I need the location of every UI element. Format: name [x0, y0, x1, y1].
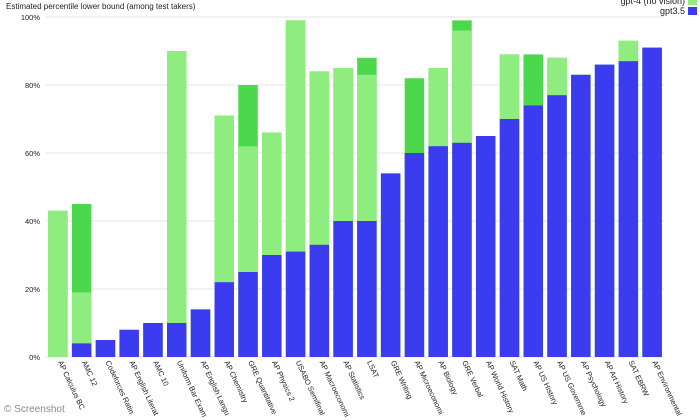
x-tick-label: AP Biology	[436, 359, 460, 396]
bar-gpt35-5	[166, 323, 187, 357]
bar-gpt35-12	[333, 221, 353, 357]
legend-swatch-gpt4_no_vision	[688, 0, 697, 5]
bar-gpt35-2	[95, 340, 116, 357]
bar-gpt35-4	[143, 323, 163, 357]
x-tick-label: GRE Verbal	[460, 359, 485, 399]
legend-swatch-gpt35	[688, 7, 697, 15]
bar-gpt35-11	[309, 244, 330, 357]
bar-gpt35-14	[380, 173, 401, 357]
y-tick-label: 0%	[29, 353, 40, 362]
y-tick-label: 20%	[25, 285, 40, 294]
bar-gpt4_no_vision-1	[71, 292, 92, 357]
x-tick-label: AMC 12	[80, 359, 100, 387]
legend-label: gpt3.5	[660, 6, 685, 16]
y-tick-label: 80%	[25, 81, 40, 90]
bar-gpt35-15	[404, 153, 425, 357]
x-tick-label: AP Environmental	[650, 359, 684, 417]
bars	[48, 20, 662, 358]
x-tick-label: SAT EBRW	[627, 359, 652, 398]
bar-gpt35-9	[262, 255, 282, 357]
watermark: © Screenshot	[4, 404, 65, 415]
bar-gpt4_no_vision-5	[166, 51, 187, 357]
y-axis-label: Estimated percentile lower bound (among …	[6, 2, 196, 11]
bar-gpt35-21	[547, 95, 567, 357]
legend: gpt-4 (no vision)gpt3.5	[620, 0, 697, 16]
y-ticks: 0% 20% 40% 60% 80% 100%	[21, 13, 41, 362]
bar-gpt35-10	[285, 251, 306, 357]
x-tick-label: AMC 10	[151, 359, 171, 387]
x-tick-label: AP Physics 2	[270, 359, 297, 403]
legend-label: gpt-4 (no vision)	[620, 0, 685, 6]
bar-gpt35-20	[523, 105, 544, 358]
bar-gpt35-19	[499, 119, 520, 357]
y-tick-label: 60%	[25, 149, 40, 158]
bar-gpt35-13	[357, 221, 377, 357]
y-tick-label: 40%	[25, 217, 40, 226]
bar-gpt35-17	[452, 142, 472, 357]
bar-gpt35-6	[190, 309, 211, 357]
x-tick-label: AP Art History	[603, 359, 631, 405]
bar-gpt35-25	[642, 47, 662, 357]
bar-gpt4_no_vision-0	[48, 210, 68, 357]
x-tick-label: SAT Math	[508, 359, 530, 392]
bar-gpt35-1	[71, 343, 92, 357]
bar-gpt35-23	[594, 64, 615, 357]
bar-gpt35-22	[571, 74, 591, 358]
bar-gpt35-8	[238, 272, 258, 357]
bar-gpt35-3	[119, 329, 139, 357]
x-tick-label: AP Statistics	[341, 359, 367, 401]
x-tick-label: LSAT	[365, 359, 381, 380]
bar-gpt35-7	[214, 282, 235, 357]
bar-gpt35-24	[618, 61, 639, 357]
x-tick-label: GRE Writing	[389, 359, 415, 400]
bar-gpt35-16	[428, 146, 448, 357]
x-tick-label: AP Chemistry	[222, 359, 250, 404]
x-tick-label: AP US History	[531, 359, 559, 406]
bar-gpt35-18	[475, 136, 496, 357]
y-tick-label: 100%	[21, 13, 41, 22]
